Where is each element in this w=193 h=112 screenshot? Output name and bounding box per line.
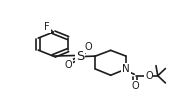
Text: O: O bbox=[64, 60, 72, 70]
Text: N: N bbox=[122, 64, 130, 74]
Text: F: F bbox=[44, 22, 50, 32]
Text: O: O bbox=[131, 81, 139, 91]
Text: S: S bbox=[76, 50, 84, 63]
Text: O: O bbox=[145, 71, 153, 81]
Text: O: O bbox=[84, 42, 92, 52]
